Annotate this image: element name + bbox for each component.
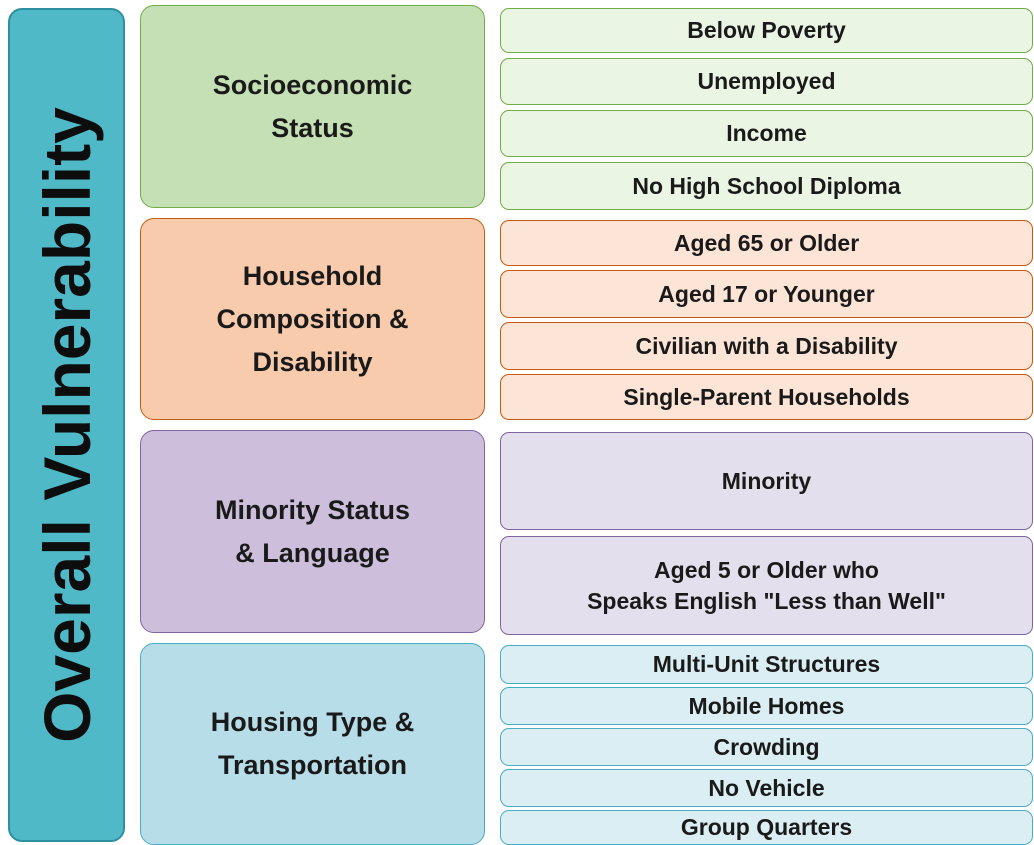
theme-box: Household Composition & Disability (140, 218, 485, 420)
overall-title: Overall Vulnerability (29, 107, 104, 743)
variable-box: Aged 5 or Older who Speaks English "Less … (500, 536, 1033, 635)
variable-box-text: Aged 17 or Younger (658, 280, 875, 307)
variable-box: Civilian with a Disability (500, 322, 1033, 370)
variable-box: Unemployed (500, 58, 1033, 105)
variable-box: Group Quarters (500, 810, 1033, 845)
theme-box: Housing Type & Transportation (140, 643, 485, 845)
variable-box: Crowding (500, 728, 1033, 766)
variable-box-text: Multi-Unit Structures (652, 651, 881, 677)
variable-box: Mobile Homes (500, 687, 1033, 725)
variable-box: Multi-Unit Structures (500, 645, 1033, 684)
theme-box-text: Disability (252, 346, 373, 377)
theme-box-text: Housing Type & (210, 707, 415, 737)
theme-box-text: Minority Status (214, 494, 410, 525)
theme-box-text: Composition & (216, 303, 409, 334)
theme-box-text: Household (242, 260, 383, 291)
overall-bar: Overall Vulnerability (8, 8, 125, 842)
variable-box-text: Crowding (713, 733, 820, 760)
variable-box: Below Poverty (500, 8, 1033, 53)
theme-box: Socioeconomic Status (140, 5, 485, 208)
variable-box: No Vehicle (500, 769, 1033, 807)
variable-box-text: Mobile Homes (688, 692, 845, 719)
variable-box-text: Below Poverty (687, 17, 846, 43)
variable-box: Single-Parent Households (500, 374, 1033, 420)
variable-box-text: Aged 5 or Older who (654, 556, 879, 583)
variable-box: No High School Diploma (500, 162, 1033, 210)
variable-box: Aged 65 or Older (500, 220, 1033, 266)
theme-box-text: Status (271, 112, 354, 143)
variable-box-text: Aged 65 or Older (673, 229, 860, 256)
variable-box: Minority (500, 432, 1033, 530)
theme-box-text: & Language (235, 537, 390, 568)
variable-box-text: Single-Parent Households (623, 383, 910, 410)
variable-box-text: No Vehicle (708, 774, 825, 801)
variable-box: Income (500, 110, 1033, 157)
theme-box-text: Socioeconomic (212, 69, 413, 100)
variable-box-text: No High School Diploma (632, 172, 901, 199)
theme-box: Minority Status & Language (140, 430, 485, 633)
variable-box: Aged 17 or Younger (500, 270, 1033, 318)
variable-box-text: Income (726, 120, 807, 146)
variable-box-text: Civilian with a Disability (635, 332, 898, 359)
variable-box-text: Group Quarters (680, 814, 853, 840)
variable-box-text: Unemployed (697, 68, 836, 94)
variable-box-text: Speaks English "Less than Well" (587, 587, 946, 614)
variable-box-text: Minority (721, 467, 812, 494)
theme-box-text: Transportation (217, 750, 407, 780)
